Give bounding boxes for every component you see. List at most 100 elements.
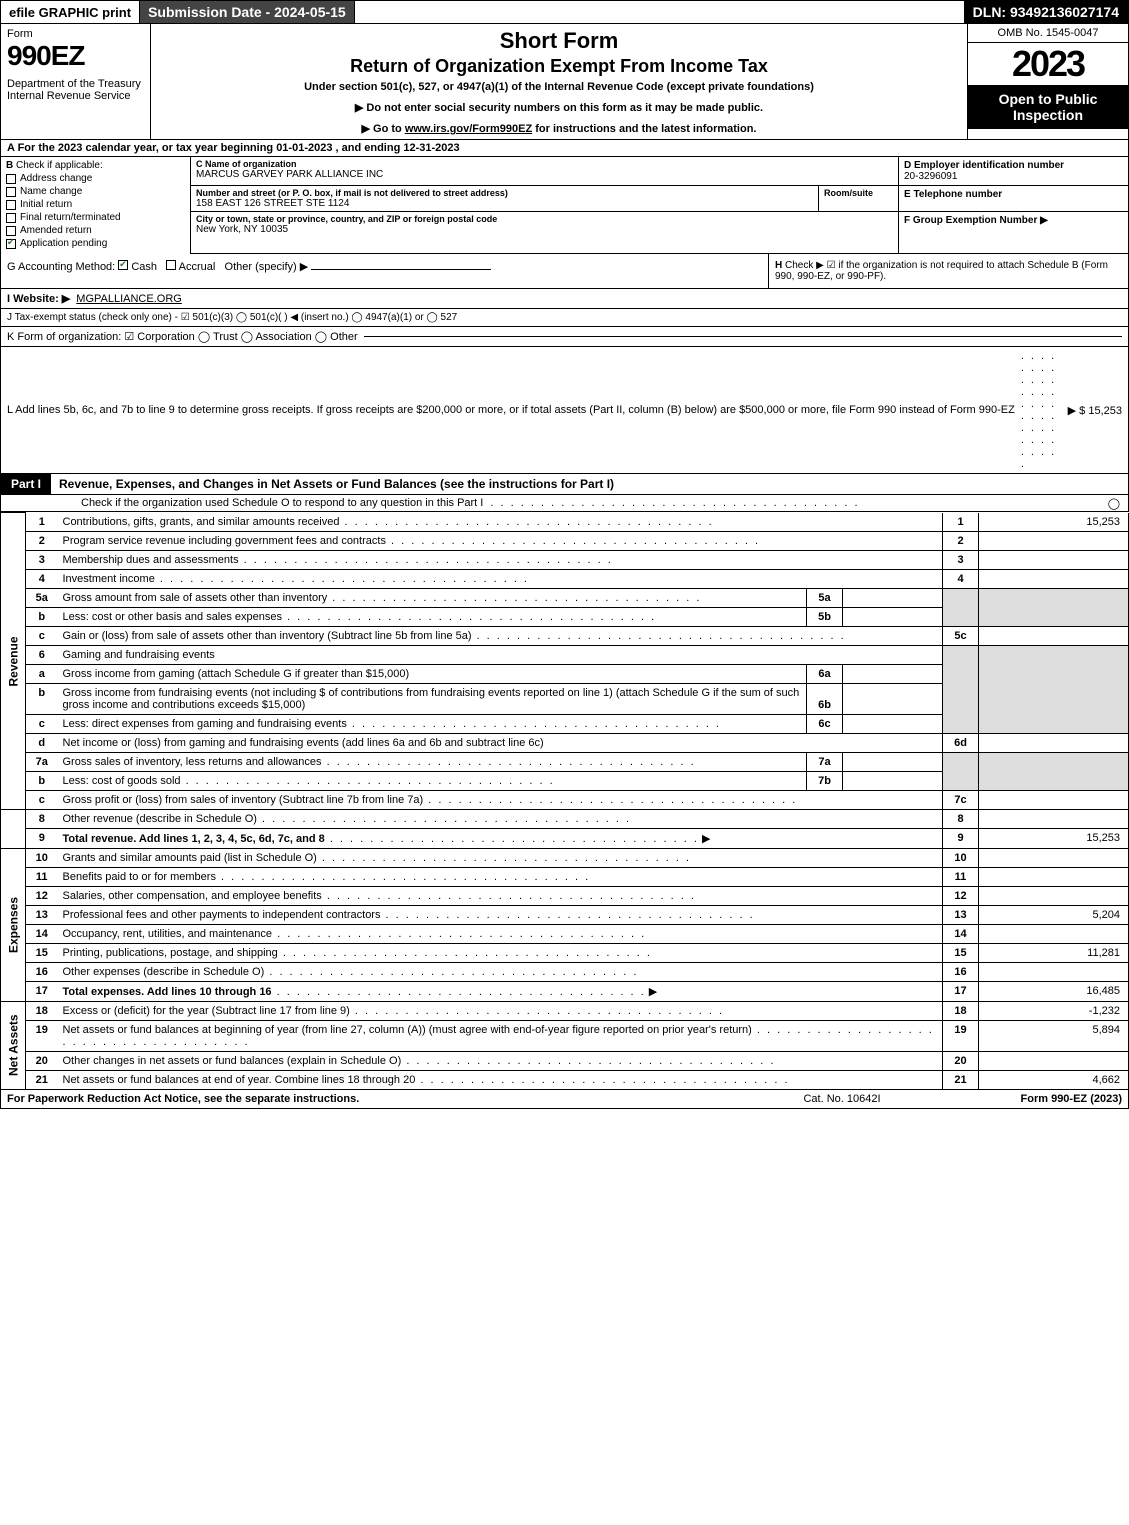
c-addr-label: Number and street (or P. O. box, if mail… xyxy=(196,188,813,198)
line-desc: Salaries, other compensation, and employ… xyxy=(58,886,943,905)
form-word: Form xyxy=(7,28,144,40)
efile-label[interactable]: efile GRAPHIC print xyxy=(1,1,140,23)
line-num: 21 xyxy=(26,1070,58,1089)
grey-cell xyxy=(943,645,979,733)
line-rnum: 21 xyxy=(943,1070,979,1089)
line-subval xyxy=(843,771,943,790)
checkbox-icon[interactable] xyxy=(6,213,16,223)
part1-sub: Check if the organization used Schedule … xyxy=(0,495,1129,512)
line-value xyxy=(979,550,1129,569)
note-link: ▶ Go to www.irs.gov/Form990EZ for instru… xyxy=(157,122,961,135)
chk-application-pending[interactable]: Application pending xyxy=(6,238,185,249)
irs-link[interactable]: www.irs.gov/Form990EZ xyxy=(405,123,532,135)
line-desc: Professional fees and other payments to … xyxy=(58,905,943,924)
checkbox-icon[interactable] xyxy=(6,187,16,197)
checkbox-icon[interactable] xyxy=(6,174,16,184)
note-ssn: ▶ Do not enter social security numbers o… xyxy=(157,101,961,114)
line-desc: Occupancy, rent, utilities, and maintena… xyxy=(58,924,943,943)
row-gh: G Accounting Method: Cash Accrual Other … xyxy=(0,254,1129,289)
header-left: Form 990EZ Department of the Treasury In… xyxy=(1,24,151,139)
line-num: 9 xyxy=(26,828,58,848)
line-rnum: 9 xyxy=(943,828,979,848)
line-desc: Printing, publications, postage, and shi… xyxy=(58,943,943,962)
line-num: 11 xyxy=(26,867,58,886)
section-f: F Group Exemption Number ▶ xyxy=(898,212,1128,253)
chk-label: Amended return xyxy=(20,225,92,236)
line-subval xyxy=(843,714,943,733)
room-label: Room/suite xyxy=(824,188,893,198)
line-num: 5a xyxy=(26,588,58,607)
chk-address-change[interactable]: Address change xyxy=(6,173,185,184)
line-num: 14 xyxy=(26,924,58,943)
line-rnum: 2 xyxy=(943,531,979,550)
checkbox-icon[interactable] xyxy=(6,226,16,236)
line-desc: Contributions, gifts, grants, and simila… xyxy=(58,513,943,532)
line-num: 10 xyxy=(26,848,58,867)
d-label: D Employer identification number xyxy=(904,160,1123,171)
checkbox-icon[interactable] xyxy=(118,260,128,270)
note-link-pre: ▶ Go to xyxy=(362,123,405,135)
website-value[interactable]: MGPALLIANCE.ORG xyxy=(76,293,182,305)
j-text: J Tax-exempt status (check only one) - ☑… xyxy=(7,312,457,323)
section-b-check-label: Check if applicable: xyxy=(16,160,103,171)
h-label: H xyxy=(775,260,782,271)
c-name-label: C Name of organization xyxy=(196,159,893,169)
line-rnum: 4 xyxy=(943,569,979,588)
line-value: 16,485 xyxy=(979,981,1129,1001)
room-suite: Room/suite xyxy=(818,186,898,211)
section-b-label: B xyxy=(6,160,13,171)
sidelabel-netassets: Net Assets xyxy=(1,1001,26,1089)
section-cde: C Name of organization MARCUS GARVEY PAR… xyxy=(191,157,1128,254)
e-label: E Telephone number xyxy=(904,189,1123,200)
line-value: -1,232 xyxy=(979,1001,1129,1020)
line-num: 4 xyxy=(26,569,58,588)
topbar-spacer xyxy=(355,1,965,23)
form-number: 990EZ xyxy=(7,40,144,72)
line-rnum: 1 xyxy=(943,513,979,532)
footer-left: For Paperwork Reduction Act Notice, see … xyxy=(7,1093,742,1105)
line-rnum: 8 xyxy=(943,809,979,828)
line-value xyxy=(979,733,1129,752)
line-value xyxy=(979,569,1129,588)
line-subval xyxy=(843,664,943,683)
line-desc: Grants and similar amounts paid (list in… xyxy=(58,848,943,867)
line-rnum: 10 xyxy=(943,848,979,867)
line-desc: Investment income xyxy=(58,569,943,588)
line-rnum: 3 xyxy=(943,550,979,569)
chk-initial-return[interactable]: Initial return xyxy=(6,199,185,210)
line-num: 7a xyxy=(26,752,58,771)
line-rnum: 18 xyxy=(943,1001,979,1020)
form-header: Form 990EZ Department of the Treasury In… xyxy=(0,24,1129,140)
line-desc: Benefits paid to or for members xyxy=(58,867,943,886)
title-return: Return of Organization Exempt From Incom… xyxy=(157,56,961,77)
grey-cell xyxy=(943,752,979,790)
line-num: b xyxy=(26,683,58,714)
chk-final-return[interactable]: Final return/terminated xyxy=(6,212,185,223)
line-value xyxy=(979,809,1129,828)
line-rnum: 5c xyxy=(943,626,979,645)
line-desc: Program service revenue including govern… xyxy=(58,531,943,550)
line-desc: Excess or (deficit) for the year (Subtra… xyxy=(58,1001,943,1020)
checkbox-icon[interactable] xyxy=(6,200,16,210)
line-rnum: 12 xyxy=(943,886,979,905)
line-num: c xyxy=(26,790,58,809)
line-desc: Gain or (loss) from sale of assets other… xyxy=(58,626,943,645)
line-num: 8 xyxy=(26,809,58,828)
chk-amended-return[interactable]: Amended return xyxy=(6,225,185,236)
chk-name-change[interactable]: Name change xyxy=(6,186,185,197)
checkbox-icon[interactable] xyxy=(166,260,176,270)
chk-label: Name change xyxy=(20,186,82,197)
checkbox-icon[interactable] xyxy=(6,239,16,249)
submission-date: Submission Date - 2024-05-15 xyxy=(140,1,355,23)
department-label: Department of the Treasury Internal Reve… xyxy=(7,78,144,102)
line-num: 20 xyxy=(26,1051,58,1070)
line-subval xyxy=(843,683,943,714)
section-e: E Telephone number xyxy=(898,186,1128,211)
line-desc: Other changes in net assets or fund bala… xyxy=(58,1051,943,1070)
line-value xyxy=(979,848,1129,867)
part1-sub-check[interactable]: ◯ xyxy=(1108,497,1120,510)
line-subval xyxy=(843,588,943,607)
line-num: b xyxy=(26,607,58,626)
chk-label: Final return/terminated xyxy=(20,212,121,223)
line-value xyxy=(979,962,1129,981)
